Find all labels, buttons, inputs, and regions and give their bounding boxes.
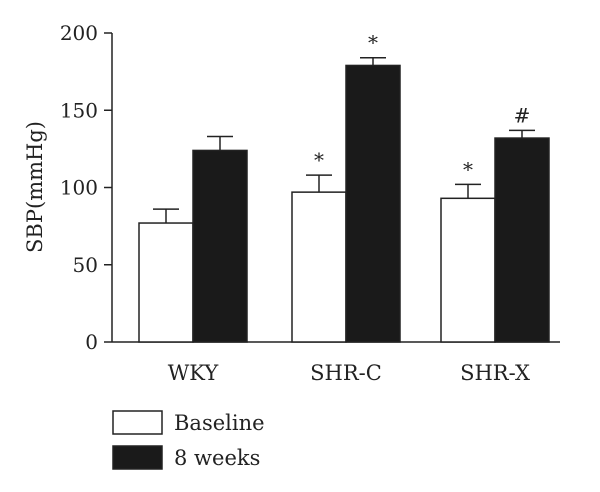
bar-8-weeks-shr-c: [345, 64, 401, 343]
significance-marker: *: [368, 31, 378, 55]
bar-baseline-shr-x: [440, 197, 496, 343]
category-labels: WKY SHR-C SHR-X: [168, 361, 530, 385]
y-tick-label: 50: [73, 253, 98, 277]
legend-swatch: [112, 410, 163, 435]
legend-label: 8 weeks: [174, 446, 260, 470]
y-tick-label: 200: [60, 21, 98, 45]
bar-baseline-shr-c: [291, 191, 347, 343]
bar-8-weeks-wky: [192, 149, 248, 343]
significance-marker: *: [314, 148, 324, 172]
significance-marker: *: [463, 157, 473, 181]
bar-baseline-wky: [138, 222, 194, 343]
y-tick-label: 100: [60, 176, 98, 200]
category-label: SHR-C: [310, 361, 382, 385]
legend-swatch: [112, 445, 163, 470]
bar-8-weeks-shr-x: [494, 137, 550, 343]
y-tick-label: 150: [60, 98, 98, 122]
legend-label: Baseline: [174, 411, 265, 435]
y-axis-title: SBP(mmHg): [23, 121, 47, 253]
y-tick-label: 0: [85, 330, 98, 354]
bars: * * * #: [138, 31, 550, 343]
legend: Baseline 8 weeks: [112, 410, 265, 470]
y-ticks: 0 50 100 150 200: [60, 21, 112, 354]
category-label: WKY: [168, 361, 220, 385]
significance-marker: #: [514, 103, 531, 127]
category-label: SHR-X: [460, 361, 530, 385]
